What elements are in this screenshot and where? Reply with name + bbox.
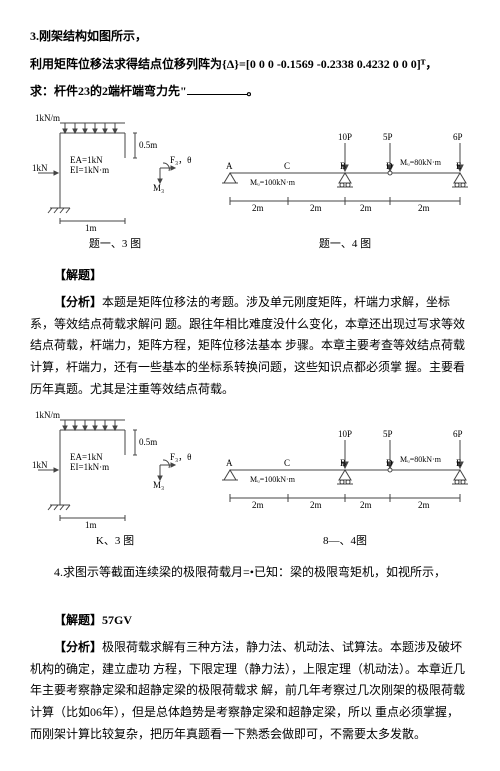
q3r-p10: 10P [338, 132, 352, 142]
q4r-A: A [226, 458, 233, 468]
fig-q3-right-caption: 题一、4 图 [220, 235, 470, 255]
q3r-d3: 2m [360, 203, 372, 213]
q3-left-qlabel: 1kN/m [35, 113, 60, 123]
q3r-D: D [386, 161, 393, 171]
q3r-A: A [226, 161, 233, 171]
q3-line2-suffix: 。 [247, 84, 259, 98]
q3-title: 3.刚架结构如图所示， [30, 26, 470, 48]
q3r-d1: 2m [252, 203, 264, 213]
q4r-d1: 2m [252, 500, 264, 510]
fig-q3-left-caption: 题一、3 图 [30, 235, 200, 255]
q3r-mu2: Mᵤ=80kN·m [400, 158, 442, 167]
q3r-p5: 5P [383, 132, 393, 142]
q4l-qlabel: 1kN/m [35, 410, 60, 420]
sol4-head: 【解题】57GV [30, 610, 470, 632]
q3-line1: 利用矩阵位移法求得结点位移列阵为{Δ}=[0 0 0 -0.1569 -0.23… [30, 54, 470, 76]
q4r-p5: 5P [383, 429, 393, 439]
q3-line2: 求：杆件23的2端杆端弯力先" 。 [30, 81, 470, 103]
q3-left-mlabel: M₃ [153, 183, 164, 193]
q4r-mu2: Mᵤ=80kN·m [400, 455, 442, 464]
q4l-wdim: 1m [85, 520, 97, 530]
q4l-plabel: 1kN [32, 460, 48, 470]
q4r-d4: 2m [418, 500, 430, 510]
q4-text: 4.求图示等截面连续梁的极限荷载月=•已知：梁的极限弯矩机，如视所示， [30, 562, 470, 584]
q4l-ea: EA=1kN [70, 452, 103, 462]
q4r-d3: 2m [360, 500, 372, 510]
sol3-analysis: 【分析】本题是矩阵位移法的考题。涉及单元刚度矩阵，杆端力求解，坐标系，等效结点荷… [30, 292, 470, 400]
q4r-E: E [456, 458, 462, 468]
q3-left-wdim: 1m [85, 223, 97, 233]
q4r-p6: 6P [453, 429, 463, 439]
q4r-d2: 2m [310, 500, 322, 510]
fig-q3-right: 10P 5P 6P A B C D E Mᵤ=100kN·m Mᵤ=80kN·m… [220, 113, 470, 255]
sol3-head: 【解题】 [30, 265, 470, 287]
fig-q4-right: 10P 5P 6P A B C D E Mᵤ=100kN·m Mᵤ=80kN·m… [220, 410, 470, 552]
sol4-analysis-body: 极限荷载求解有三种方法，静力法、机动法、试算法。本题涉及破坏机构的确定，建立虚功… [30, 640, 465, 740]
blank-underline [187, 83, 247, 95]
q3r-B: B [340, 161, 346, 171]
q3r-p6: 6P [453, 132, 463, 142]
q3r-E: E [456, 161, 462, 171]
q3r-d2: 2m [310, 203, 322, 213]
q3-line2-prefix: 求：杆件23的2端杆端弯力先" [30, 84, 187, 98]
q4r-p10: 10P [338, 429, 352, 439]
spacer [30, 590, 470, 600]
figure-row-2: 1kN/m 1kN EA=1kN EI=1kN·m 0.5m 1m F₃，θ M… [30, 410, 470, 552]
fig-q4-right-caption: 8—、4图 [220, 532, 470, 552]
q4r-mu1: Mᵤ=100kN·m [250, 475, 296, 484]
q3-left-ea: EA=1kN [70, 155, 103, 165]
figure-row-1: 1kN/m 1kN EA=1kN EI=1kN·m 0.5m 1m F₃，θ M… [30, 113, 470, 255]
sol4-analysis: 【分析】极限荷载求解有三种方法，静力法、机动法、试算法。本题涉及破坏机构的确定，… [30, 637, 470, 745]
q4l-hdim: 0.5m [139, 437, 157, 447]
sol3-analysis-body: 本题是矩阵位移法的考题。涉及单元刚度矩阵，杆端力求解，坐标系，等效结点荷载求解问… [30, 295, 465, 395]
fig-q4-left: 1kN/m 1kN EA=1kN EI=1kN·m 0.5m 1m F₃，θ M… [30, 410, 200, 552]
q3-left-ei: EI=1kN·m [70, 165, 109, 175]
q3-left-hdim: 0.5m [139, 140, 157, 150]
sol3-analysis-head: 【分析】 [54, 295, 102, 309]
q4r-D: D [386, 458, 393, 468]
q3r-d4: 2m [418, 203, 430, 213]
q3-left-flabel: F₃，θ [170, 155, 191, 165]
q3r-C: C [284, 161, 290, 171]
q4l-ei: EI=1kN·m [70, 462, 109, 472]
q4l-mlabel: M₃ [153, 480, 164, 490]
q3-left-plabel: 1kN [32, 163, 48, 173]
q4r-B: B [340, 458, 346, 468]
sol4-analysis-head: 【分析】 [54, 640, 102, 654]
fig-q3-left: 1kN/m 1kN EA=1kN EI=1kN·m 0.5m 1m F₃，θ M… [30, 113, 200, 255]
q3r-mu1: Mᵤ=100kN·m [250, 178, 296, 187]
q4l-flabel: F₃，θ [170, 452, 191, 462]
fig-q4-left-caption: K、3 图 [30, 532, 200, 552]
q4r-C: C [284, 458, 290, 468]
